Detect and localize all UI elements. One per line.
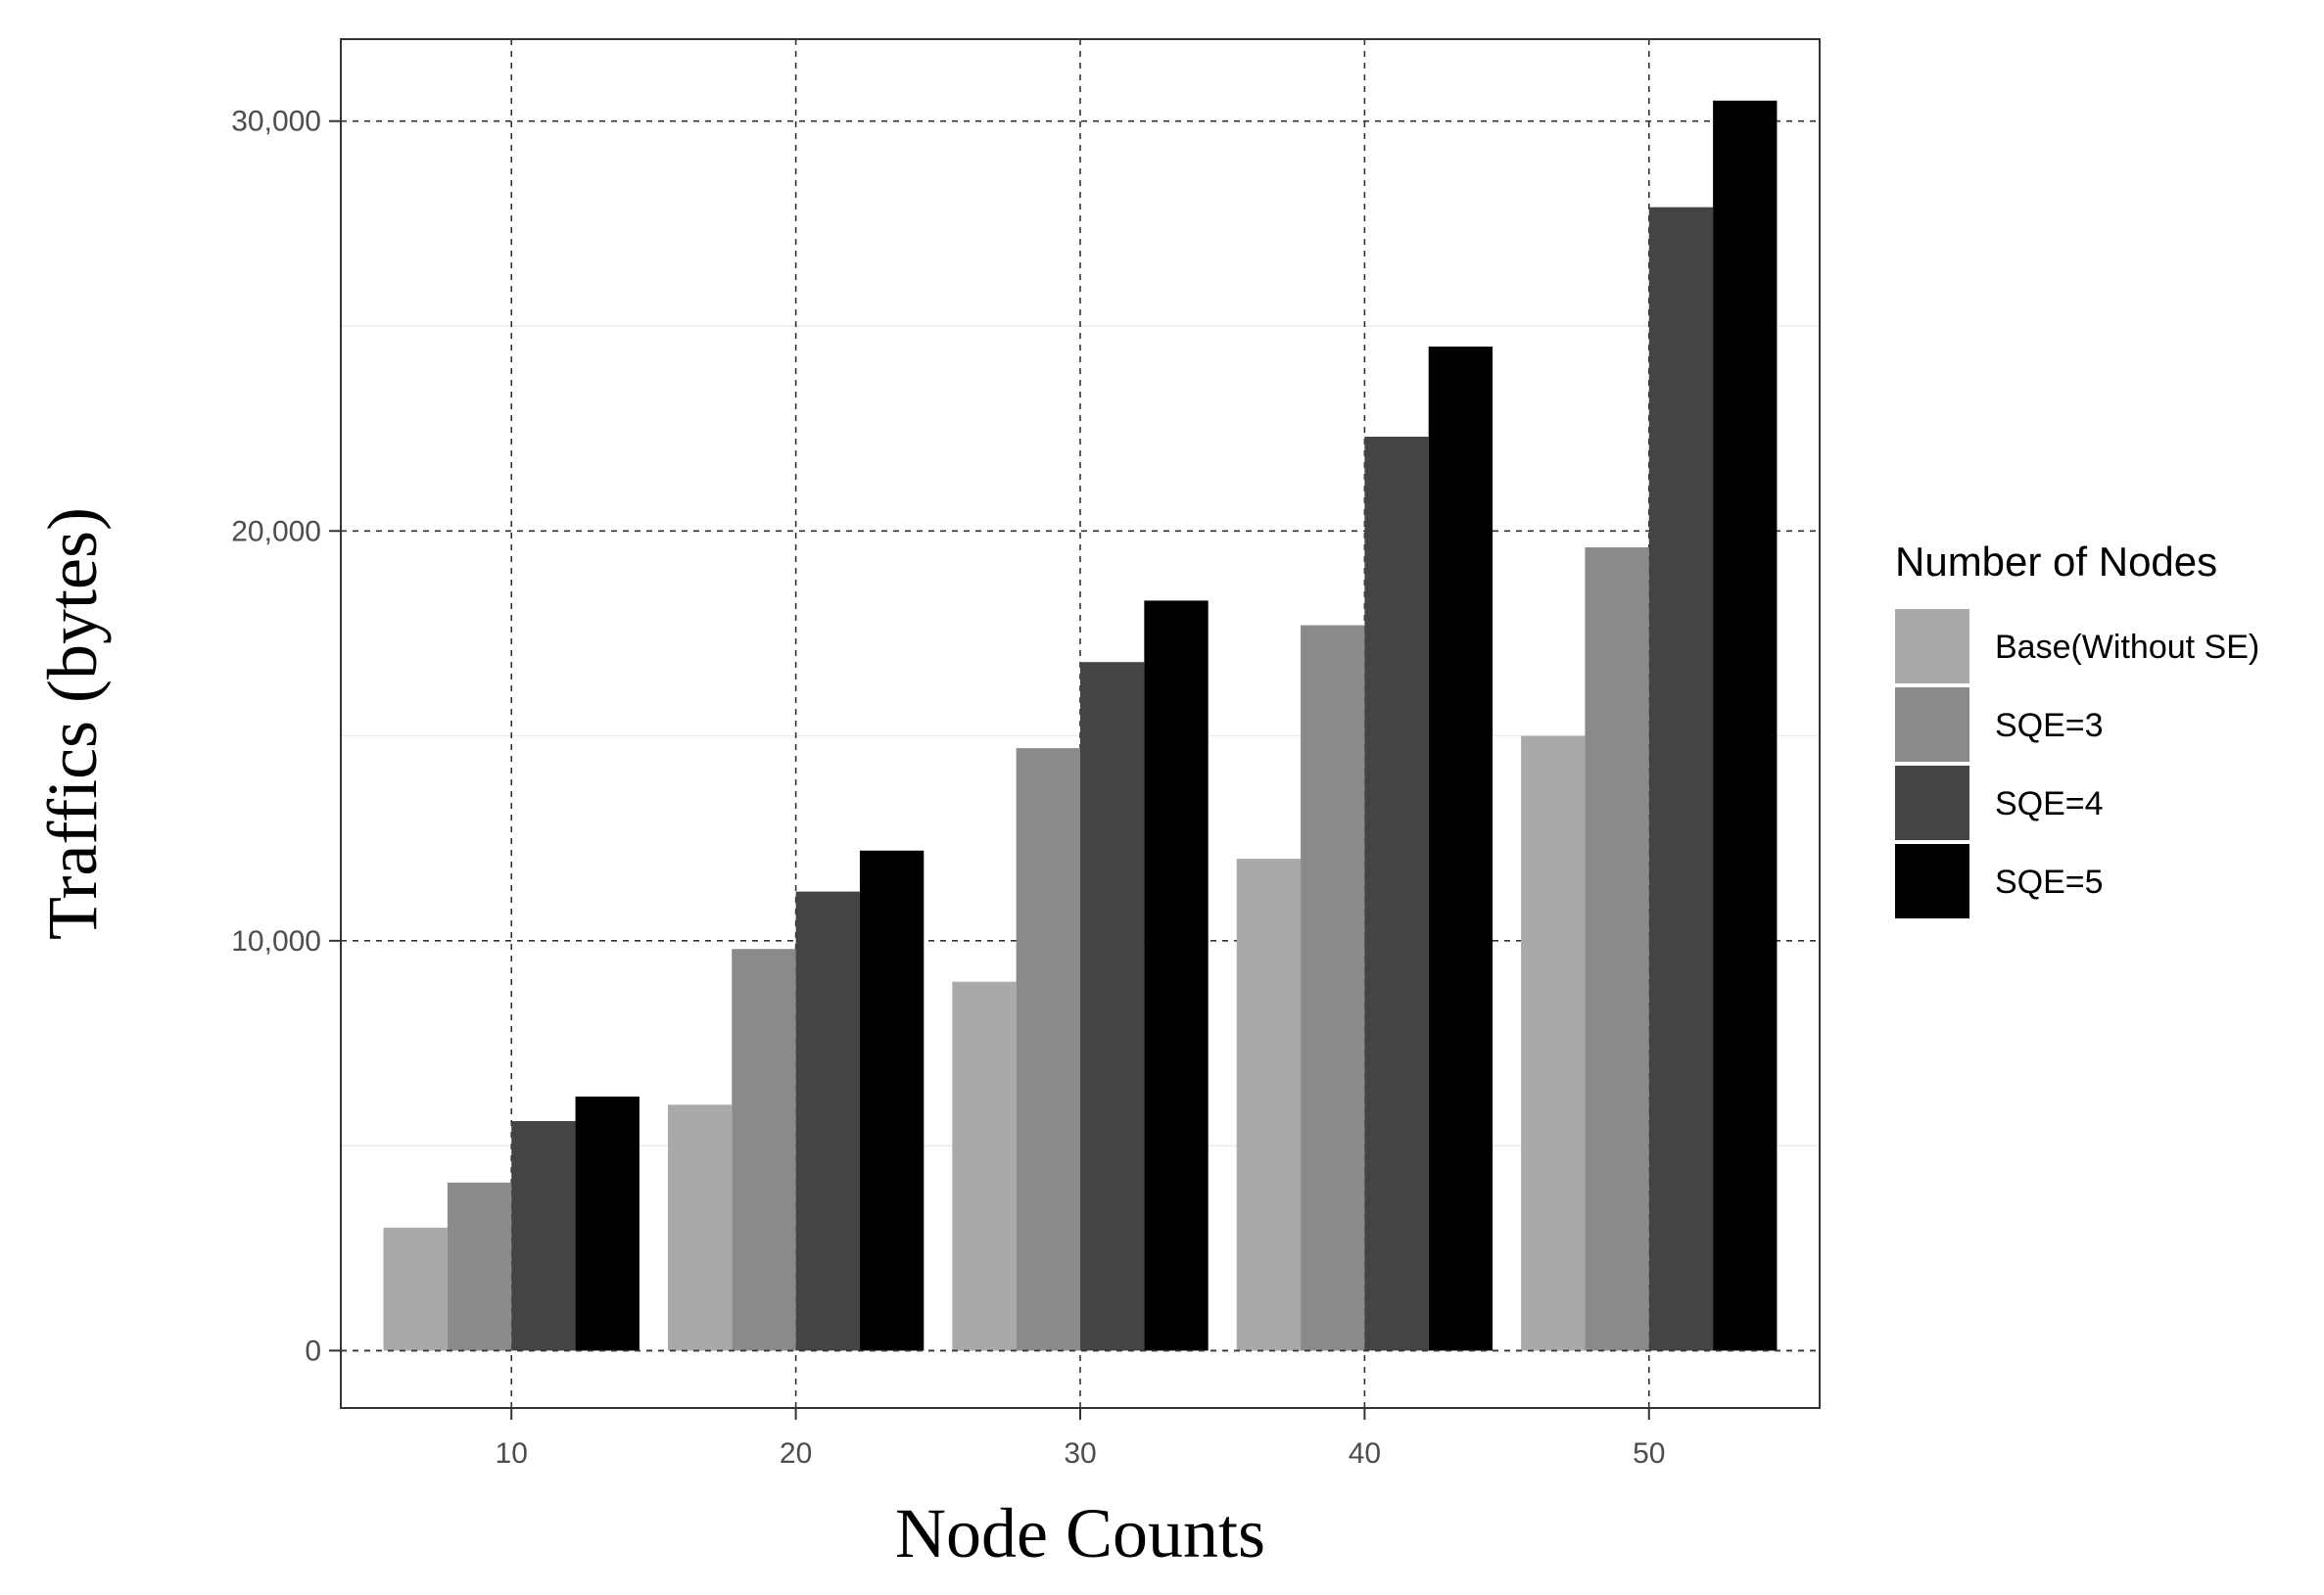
x-axis-title: Node Counts	[895, 1494, 1265, 1572]
x-tick-label: 20	[780, 1437, 812, 1470]
bar	[511, 1121, 576, 1351]
y-tick-label: 0	[305, 1335, 321, 1367]
legend-title: Number of Nodes	[1895, 539, 2217, 585]
y-tick-label: 20,000	[231, 515, 321, 547]
bar	[1585, 547, 1649, 1351]
legend-key	[1895, 766, 1969, 840]
bar	[667, 1104, 733, 1351]
x-tick-label: 40	[1349, 1437, 1381, 1470]
bar	[732, 949, 796, 1351]
x-tick-label: 10	[496, 1437, 528, 1470]
legend-label: SQE=3	[1995, 707, 2104, 744]
bar	[1236, 859, 1302, 1351]
bar	[1648, 207, 1714, 1351]
bar	[1428, 346, 1494, 1351]
y-tick-label: 10,000	[231, 925, 321, 958]
legend-key	[1895, 609, 1969, 683]
x-tick-label: 50	[1633, 1437, 1665, 1470]
bar	[575, 1096, 640, 1351]
legend-key	[1895, 844, 1969, 918]
bar	[447, 1182, 512, 1351]
bar	[795, 891, 860, 1351]
bar	[952, 981, 1017, 1351]
bars	[341, 100, 1820, 1352]
x-tick-label: 30	[1064, 1437, 1096, 1470]
axis-ticks: 0 10,000 20,000 30,000 10 20 30 40 50	[231, 106, 1665, 1470]
bar	[1364, 437, 1429, 1351]
y-tick-label: 30,000	[231, 106, 321, 138]
bar	[1144, 600, 1209, 1351]
bar	[1301, 625, 1365, 1351]
legend-label: Base(Without SE)	[1995, 629, 2259, 666]
legend-label: SQE=5	[1995, 864, 2104, 901]
bar	[1016, 748, 1080, 1351]
bar	[383, 1227, 448, 1351]
bar	[859, 850, 925, 1351]
legend-label: SQE=4	[1995, 785, 2104, 822]
bar	[1713, 100, 1778, 1351]
y-axis-title: Traffics (bytes)	[33, 507, 112, 940]
bar	[1080, 662, 1145, 1351]
legend: Number of Nodes Base(Without SE) SQE=3 SQE…	[1895, 539, 2259, 918]
bar	[1521, 735, 1586, 1351]
legend-key	[1895, 687, 1969, 762]
